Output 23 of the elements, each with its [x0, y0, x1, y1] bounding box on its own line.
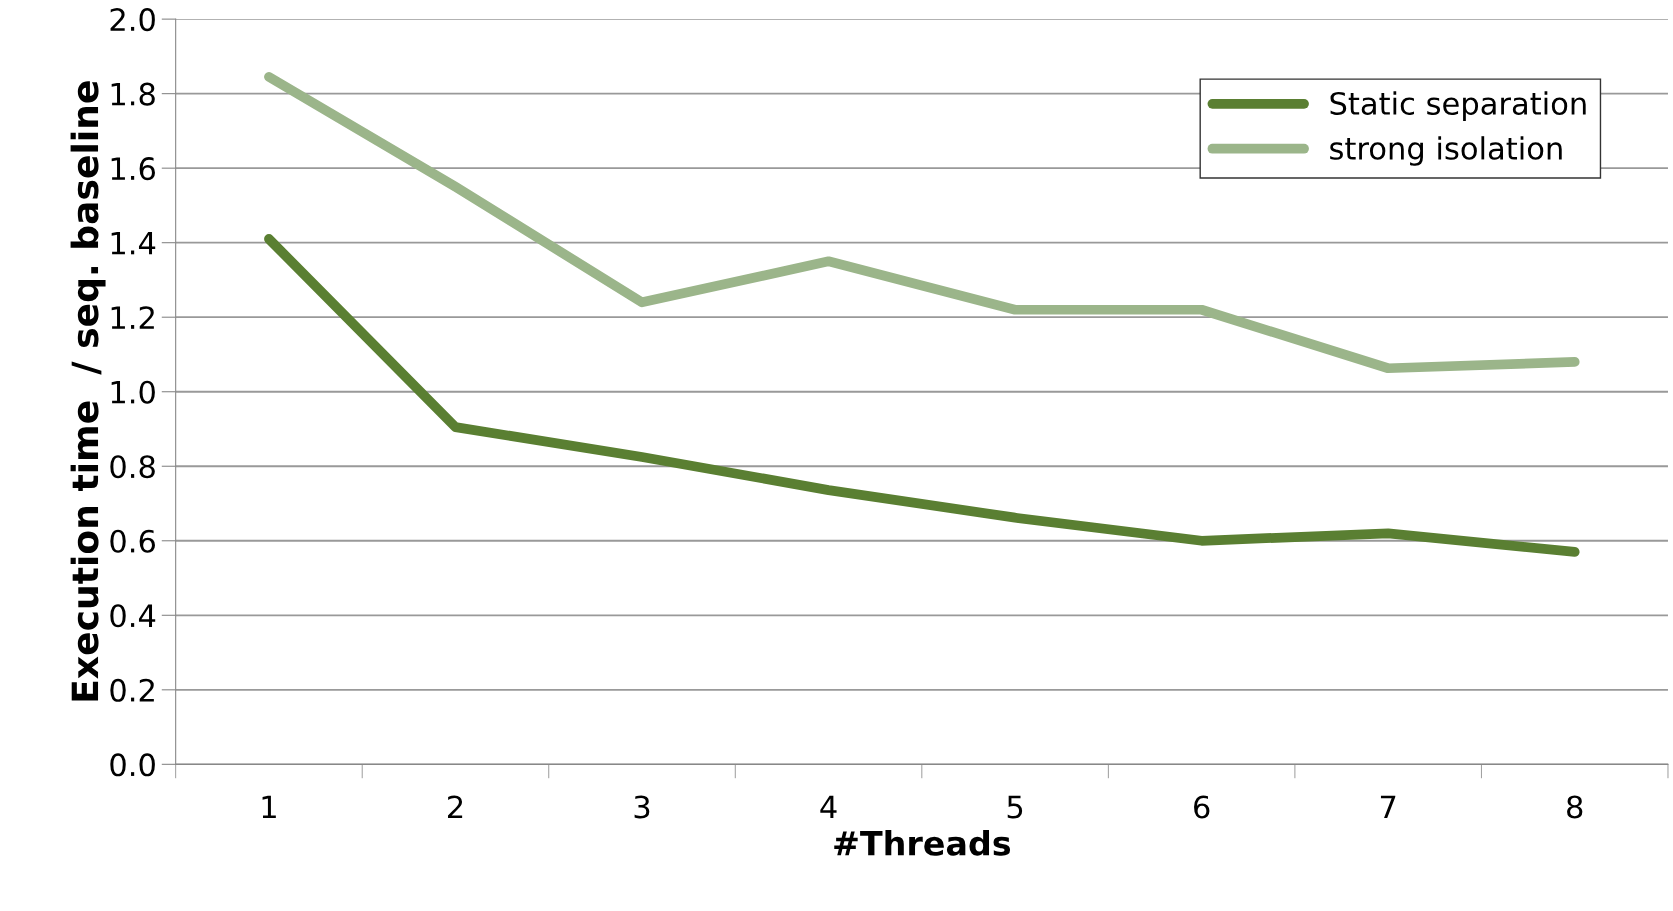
x-tick-label: 3	[634, 795, 650, 819]
x-tick-label: 1	[262, 795, 276, 819]
y-axis-title: Execution time / seq. baseline	[70, 81, 106, 701]
x-tick-label: 8	[1567, 795, 1583, 819]
y-tick-label: 0.0	[110, 753, 155, 777]
y-tick-label: 0.4	[110, 604, 156, 628]
x-tick-label: 4	[820, 795, 837, 819]
x-tick-label: 2	[447, 795, 463, 819]
x-tick-label: 5	[1007, 795, 1023, 819]
y-tick-label: 1.4	[111, 232, 156, 255]
x-tick-label: 7	[1380, 795, 1396, 819]
y-tick-label: 0.8	[110, 455, 155, 479]
x-axis-title: #Threads	[834, 830, 1011, 856]
y-tick-label: 2.0	[110, 8, 155, 32]
y-tick-label: 1.8	[111, 82, 155, 106]
y-tick-label: 0.2	[110, 678, 154, 702]
y-tick-label: 1.2	[111, 306, 154, 329]
x-tick-label: 6	[1194, 795, 1210, 819]
y-tick-label: 1.6	[111, 157, 155, 181]
legend-label: Static separation	[1330, 91, 1586, 121]
legend-label: strong isolation	[1330, 136, 1562, 166]
y-tick-label: 1.0	[111, 380, 155, 404]
y-tick-label: 0.6	[110, 529, 155, 553]
